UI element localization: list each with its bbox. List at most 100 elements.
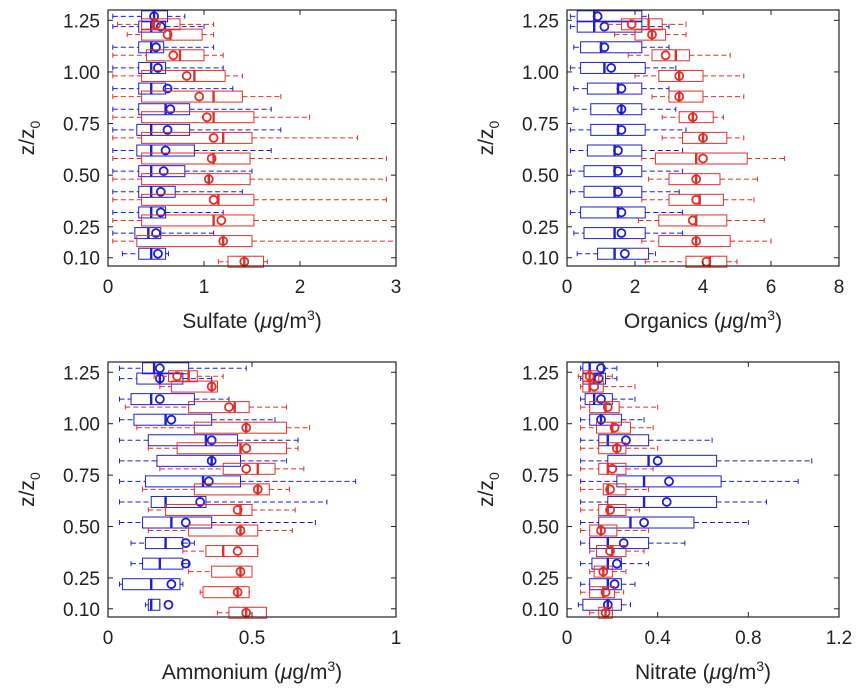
mean-marker [180, 517, 191, 528]
iqr-box [584, 393, 613, 406]
iqr-box [141, 173, 251, 186]
plot-frame [107, 9, 397, 267]
mean-marker [598, 566, 609, 577]
mean-marker [206, 381, 217, 392]
x-tick-label: 0.4 [644, 628, 671, 649]
box-1 [580, 586, 625, 599]
box-11 [159, 380, 218, 393]
box-0 [576, 247, 656, 260]
box-8 [651, 90, 745, 103]
box-8 [112, 90, 282, 103]
box-7 [573, 103, 677, 116]
mean-marker [180, 558, 191, 569]
box-9 [580, 413, 645, 426]
mean-marker [232, 587, 243, 598]
iqr-box [582, 380, 604, 393]
mean-marker [611, 558, 622, 569]
iqr-box [176, 442, 288, 455]
iqr-box [193, 421, 288, 434]
box-9 [112, 61, 224, 74]
x-tick-label: 6 [766, 277, 777, 298]
box-4 [147, 524, 293, 537]
mean-marker [687, 112, 698, 123]
y-tick-label: 0.25 [63, 569, 100, 590]
iqr-box [658, 214, 728, 227]
box-5 [569, 144, 684, 157]
iqr-box [222, 462, 276, 475]
iqr-box [141, 69, 226, 82]
box-0 [121, 247, 169, 260]
iqr-box [141, 193, 255, 206]
mean-marker [596, 414, 606, 425]
y-axis-label: z/z0 [16, 120, 43, 155]
box-3 [130, 537, 195, 550]
mean-marker [613, 186, 623, 197]
iqr-box [142, 557, 184, 570]
mean-marker [181, 71, 192, 81]
y-tick-label: 0.10 [522, 249, 559, 270]
mean-marker [235, 566, 246, 577]
box-1 [199, 586, 250, 599]
box-10 [627, 49, 731, 62]
box-6 [569, 123, 687, 136]
iqr-box [668, 193, 724, 206]
mean-marker [155, 21, 166, 32]
mean-marker [606, 63, 617, 73]
iqr-box [147, 598, 161, 611]
iqr-box [188, 401, 250, 414]
box-12 [119, 362, 247, 375]
mean-marker [698, 132, 708, 143]
box-10 [119, 393, 230, 406]
box-2 [188, 565, 253, 578]
box-6 [112, 131, 359, 144]
mean-marker [613, 145, 623, 156]
box-12 [153, 370, 224, 383]
mean-marker [639, 517, 649, 528]
iqr-box [580, 61, 646, 74]
box-10 [580, 401, 659, 414]
chart-1: 0 2 4 6 8 0.10 0.25 0.50 0.75 1.00 1.25 Organics (μ… [475, 9, 844, 333]
mean-marker [584, 371, 595, 382]
box-8 [147, 442, 299, 455]
y-axis-label: z/z0 [475, 472, 502, 507]
box-12 [117, 18, 215, 31]
chart-3: 0 0.4 0.8 1.2 0.10 0.25 0.50 0.75 1.00 1.25 Nitrat… [475, 361, 852, 684]
box-2 [589, 565, 627, 578]
mean-marker [616, 228, 627, 238]
box-4 [580, 516, 749, 529]
iqr-box [586, 82, 643, 95]
box-8 [580, 434, 713, 447]
y-tick-label: 0.50 [63, 518, 100, 539]
x-axis-label: Ammonium (μg/m3) [162, 658, 342, 684]
box-11 [119, 372, 213, 385]
iqr-box [138, 185, 176, 198]
y-tick-label: 1.25 [522, 363, 559, 384]
box-3 [569, 185, 680, 198]
y-tick-label: 1.00 [522, 415, 559, 436]
series-1 [112, 18, 397, 268]
mean-marker [154, 373, 165, 384]
mean-marker [616, 83, 627, 94]
mean-marker [232, 505, 243, 515]
y-tick-label: 0.50 [522, 518, 559, 539]
iqr-box [616, 475, 722, 488]
box-7 [580, 454, 813, 467]
series-1 [577, 370, 659, 619]
mean-marker [616, 124, 627, 135]
x-tick-label: 4 [698, 277, 709, 298]
iqr-box [589, 537, 650, 550]
series-1 [607, 18, 786, 268]
box-6 [119, 475, 357, 488]
mean-marker [166, 414, 177, 425]
box-2 [130, 557, 191, 570]
mean-marker [172, 371, 183, 382]
iqr-box [141, 111, 255, 124]
series-0 [112, 10, 282, 260]
box-2 [580, 557, 650, 570]
box-6 [112, 123, 282, 136]
mean-marker [647, 29, 657, 40]
box-6 [580, 475, 799, 488]
box-11 [614, 28, 687, 41]
iqr-box [598, 462, 627, 475]
